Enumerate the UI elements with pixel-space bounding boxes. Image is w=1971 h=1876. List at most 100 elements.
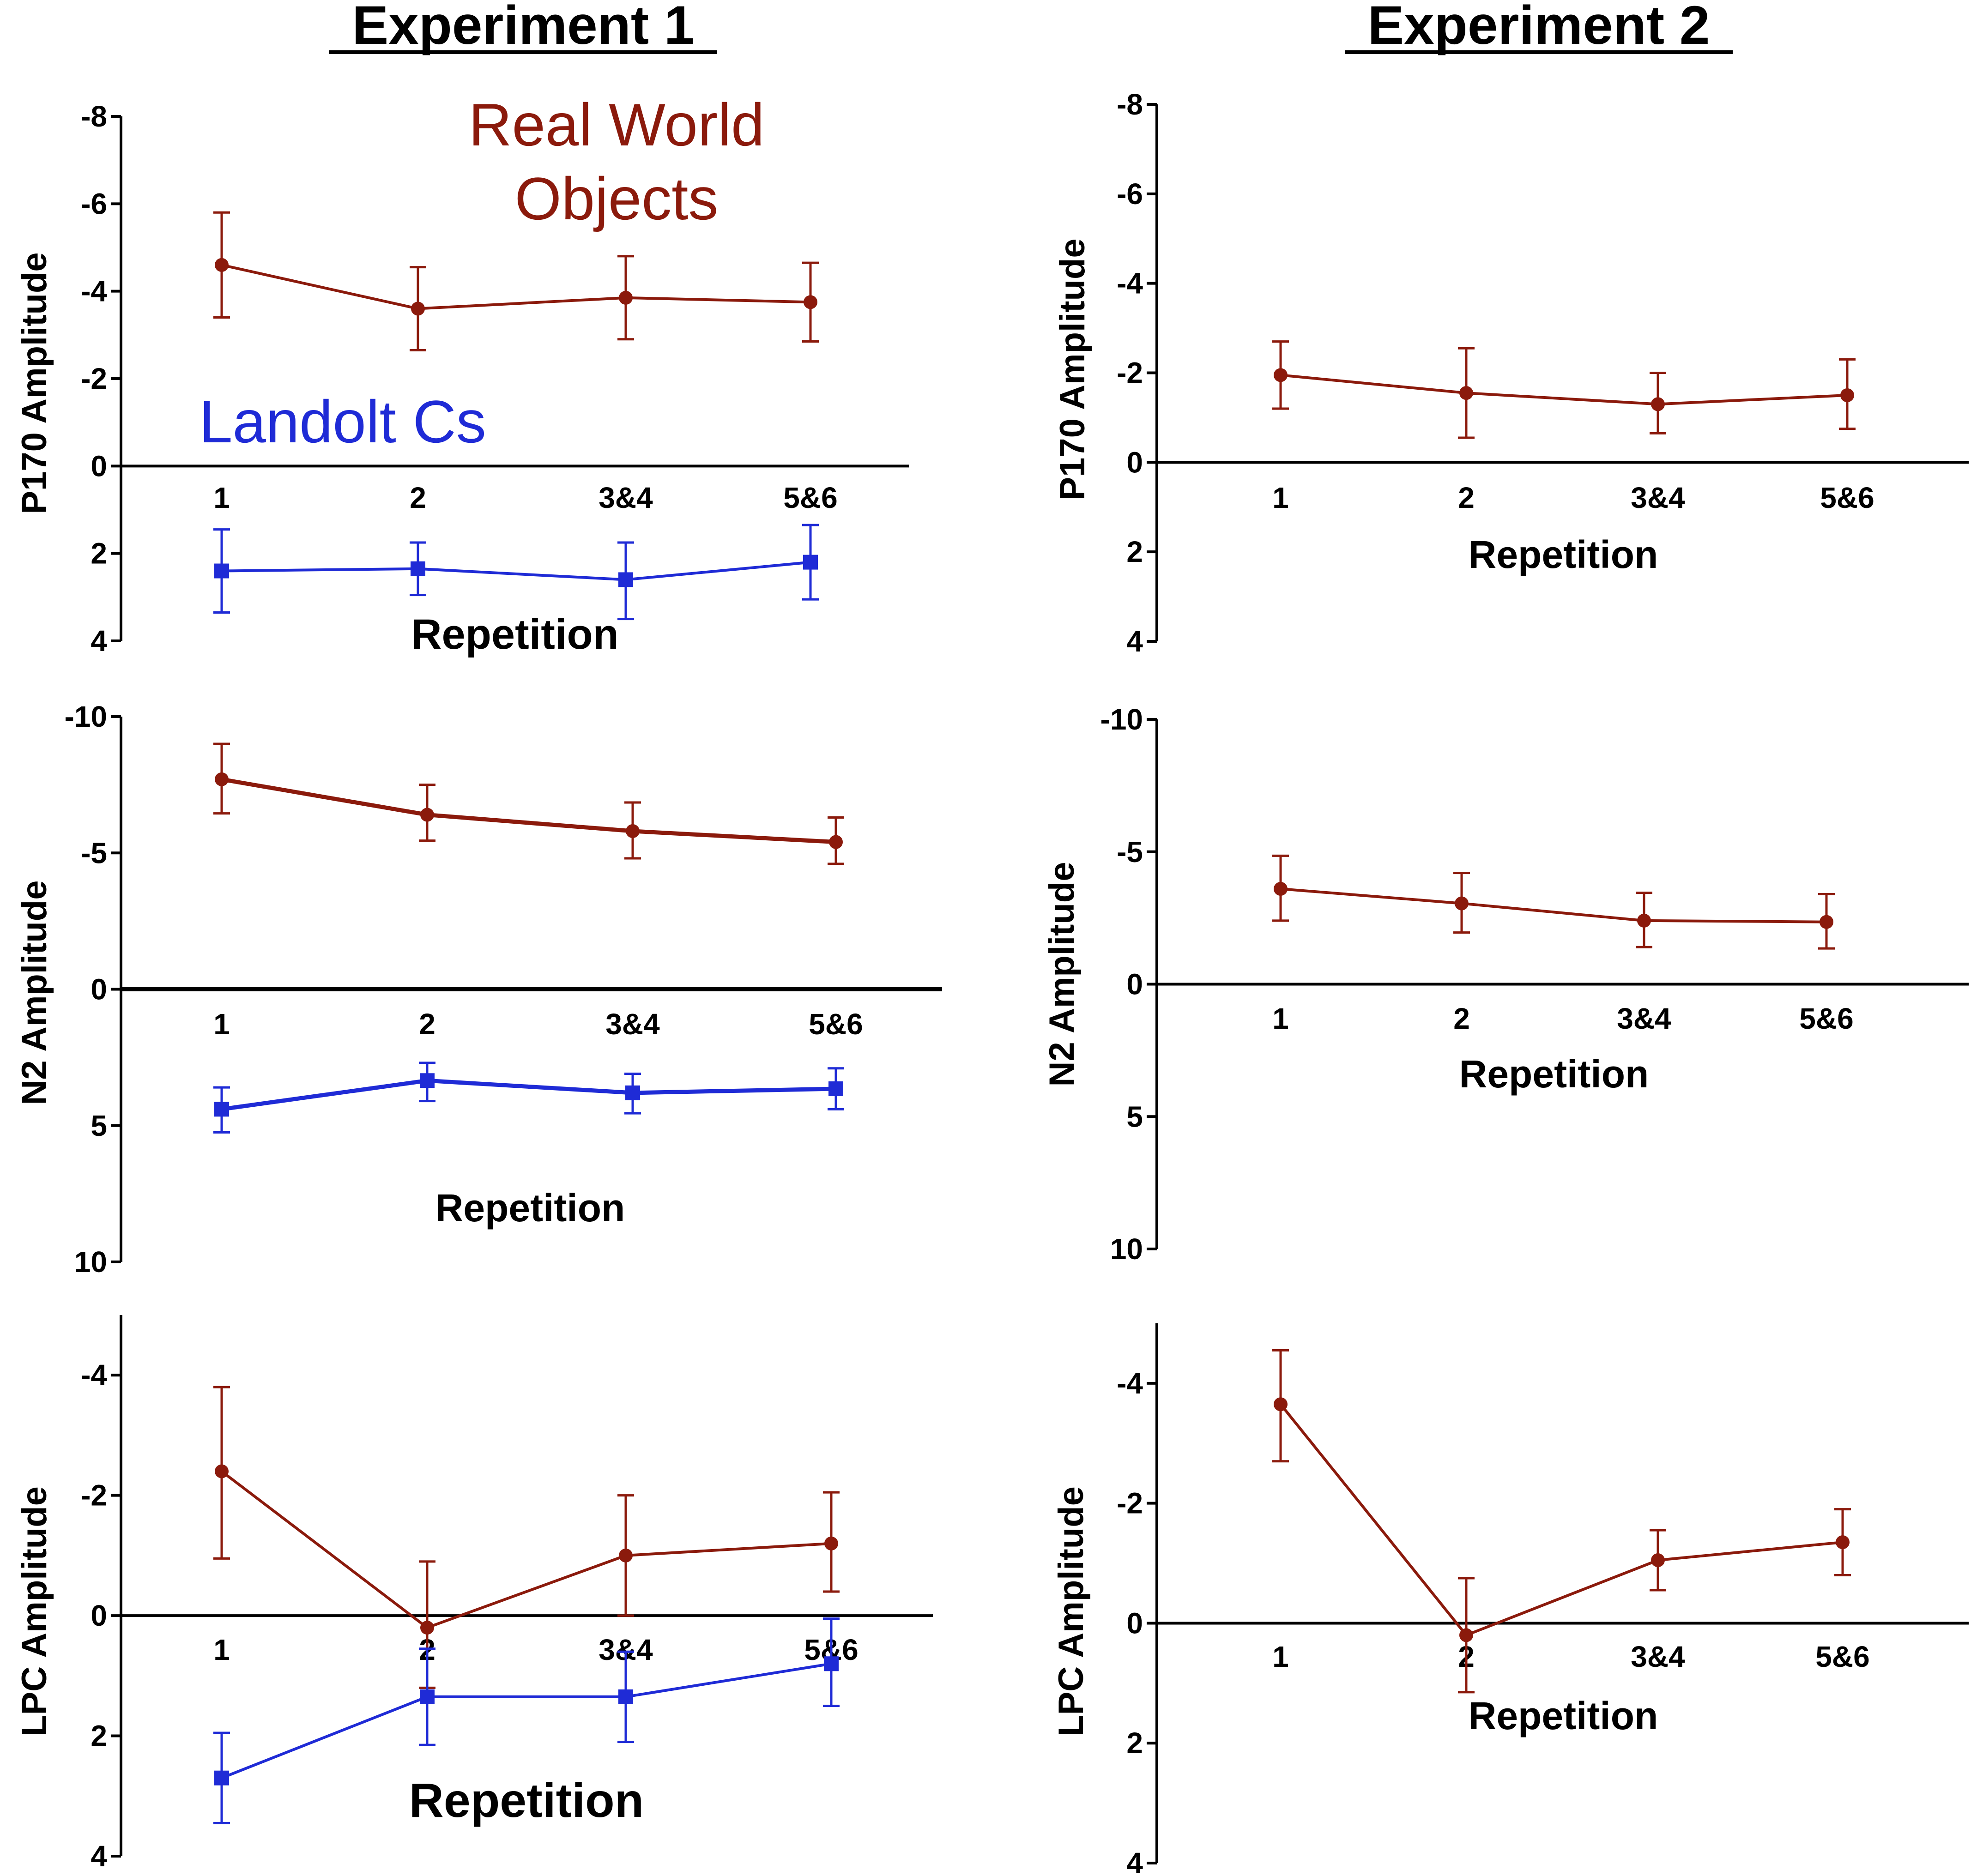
x-tick-label: 2 <box>410 481 426 514</box>
y-tick-label: -4 <box>81 1358 107 1392</box>
data-point-circle <box>1274 368 1288 382</box>
data-point-circle <box>1459 1628 1473 1642</box>
y-tick-label: 0 <box>91 1599 107 1632</box>
series-line <box>1280 374 1848 406</box>
y-tick-label: -2 <box>81 1479 107 1512</box>
data-point-square <box>214 563 229 579</box>
y-tick-label: 5 <box>1126 1100 1143 1133</box>
series-line <box>221 263 811 310</box>
y-tick-label: -6 <box>1117 177 1143 211</box>
y-tick-label: 4 <box>1126 625 1143 658</box>
series-line <box>221 1078 836 1111</box>
x-tick-label: 1 <box>1272 1640 1289 1673</box>
chart-exp2-p170: -8 -6 -4 -2 0 2 4 1 2 3&4 5&6 P170 Amplitude Repetit… <box>1053 88 1969 658</box>
y-tick-label: 4 <box>91 1840 107 1873</box>
x-tick-label: 3&4 <box>1631 481 1685 514</box>
data-point-square <box>420 1073 435 1088</box>
data-point-circle <box>420 808 434 822</box>
data-point-circle <box>619 290 633 305</box>
y-tick-label: 0 <box>1126 1606 1143 1640</box>
x-tick-label: 5&6 <box>1820 481 1874 514</box>
data-point-circle <box>824 1536 838 1550</box>
y-tick-label: 2 <box>1126 535 1143 568</box>
data-point-circle <box>829 835 843 849</box>
legend-real-world-line1: Real World <box>469 91 765 158</box>
y-tick-label: 10 <box>74 1245 107 1279</box>
chart-exp2-n2: -10 -5 0 5 10 1 2 3&4 5&6 N2 Amplitude Repetition <box>1042 703 1969 1266</box>
data-point-circle <box>420 1621 434 1635</box>
chart-exp1-p170: -8 -6 -4 -2 0 2 4 1 2 3&4 5&6 P170 Amplitude Repetit… <box>15 100 909 658</box>
y-tick-label: 0 <box>1126 968 1143 1001</box>
x-tick-label: 2 <box>1453 1002 1470 1035</box>
y-tick-label: -2 <box>81 362 107 395</box>
data-point-circle <box>626 824 640 838</box>
data-point-circle <box>1455 896 1469 911</box>
y-tick-label: 2 <box>91 537 107 570</box>
series-line <box>221 777 836 845</box>
data-point-circle <box>411 302 425 316</box>
x-axis-label: Repetition <box>1459 1052 1649 1096</box>
x-tick-label: 3&4 <box>605 1007 660 1041</box>
y-tick-label: -2 <box>1117 356 1143 390</box>
y-tick-label: -5 <box>81 836 107 869</box>
y-tick-label: 5 <box>91 1109 107 1142</box>
x-axis-label: Repetition <box>1469 1694 1658 1737</box>
y-axis-label: N2 Amplitude <box>1042 862 1082 1087</box>
experiment-1-heading: Experiment 1 <box>352 0 694 56</box>
data-point-circle <box>215 772 229 786</box>
x-axis-label: Repetition <box>409 1774 644 1828</box>
y-axis-label: N2 Amplitude <box>15 881 54 1105</box>
x-tick-label: 1 <box>1272 1002 1289 1035</box>
y-tick-label: 0 <box>1126 446 1143 479</box>
y-tick-label: -10 <box>1100 703 1143 736</box>
y-tick-label: -5 <box>1117 835 1143 869</box>
x-tick-label: 5&6 <box>783 481 837 514</box>
data-point-circle <box>1459 386 1473 400</box>
series-line <box>221 1662 832 1779</box>
x-tick-label: 1 <box>213 1007 230 1041</box>
series-line <box>221 561 811 581</box>
x-tick-label: 3&4 <box>1631 1640 1685 1673</box>
x-axis-label: Repetition <box>411 611 619 658</box>
data-point-circle <box>1820 915 1833 929</box>
x-tick-label: 5&6 <box>1799 1002 1853 1035</box>
x-tick-label: 3&4 <box>599 481 653 514</box>
y-tick-label: -4 <box>1117 267 1143 300</box>
data-point-circle <box>1637 913 1651 928</box>
data-point-square <box>214 1102 229 1117</box>
data-point-circle <box>215 258 229 272</box>
data-point-circle <box>1651 1553 1665 1568</box>
y-tick-label: -2 <box>1117 1487 1143 1520</box>
series-line <box>1280 887 1827 923</box>
y-tick-label: 10 <box>1110 1232 1143 1266</box>
x-tick-label: 3&4 <box>1617 1002 1671 1035</box>
y-tick-label: -4 <box>1117 1367 1143 1400</box>
x-tick-label: 5&6 <box>1815 1640 1869 1673</box>
y-tick-label: 4 <box>1126 1846 1143 1876</box>
x-axis-label: Repetition <box>1469 533 1658 576</box>
y-axis-label: P170 Amplitude <box>1053 238 1092 500</box>
data-point-square <box>214 1770 229 1786</box>
data-point-circle <box>1651 397 1665 411</box>
data-point-square <box>411 561 425 576</box>
x-tick-label: 5&6 <box>809 1007 863 1041</box>
y-tick-label: 4 <box>91 624 107 658</box>
data-point-square <box>824 1656 839 1671</box>
y-tick-label: 2 <box>1126 1726 1143 1760</box>
y-axis-label: LPC Amplitude <box>1052 1486 1091 1737</box>
data-point-square <box>625 1085 640 1100</box>
data-point-circle <box>1274 1397 1288 1412</box>
data-point-square <box>828 1081 843 1097</box>
x-tick-label: 2 <box>1458 481 1475 514</box>
data-point-circle <box>804 295 817 309</box>
data-point-circle <box>215 1464 229 1478</box>
chart-exp1-n2: -10 -5 0 5 10 1 2 3&4 5&6 N2 Amplitude Repetition <box>15 700 942 1279</box>
y-tick-label: -6 <box>81 187 107 220</box>
x-tick-label: 2 <box>419 1007 435 1041</box>
x-axis-label: Repetition <box>435 1186 625 1230</box>
y-axis-label: P170 Amplitude <box>15 252 54 514</box>
y-tick-label: -10 <box>65 700 108 733</box>
series-line <box>221 1470 832 1629</box>
y-tick-label: 0 <box>91 449 107 483</box>
